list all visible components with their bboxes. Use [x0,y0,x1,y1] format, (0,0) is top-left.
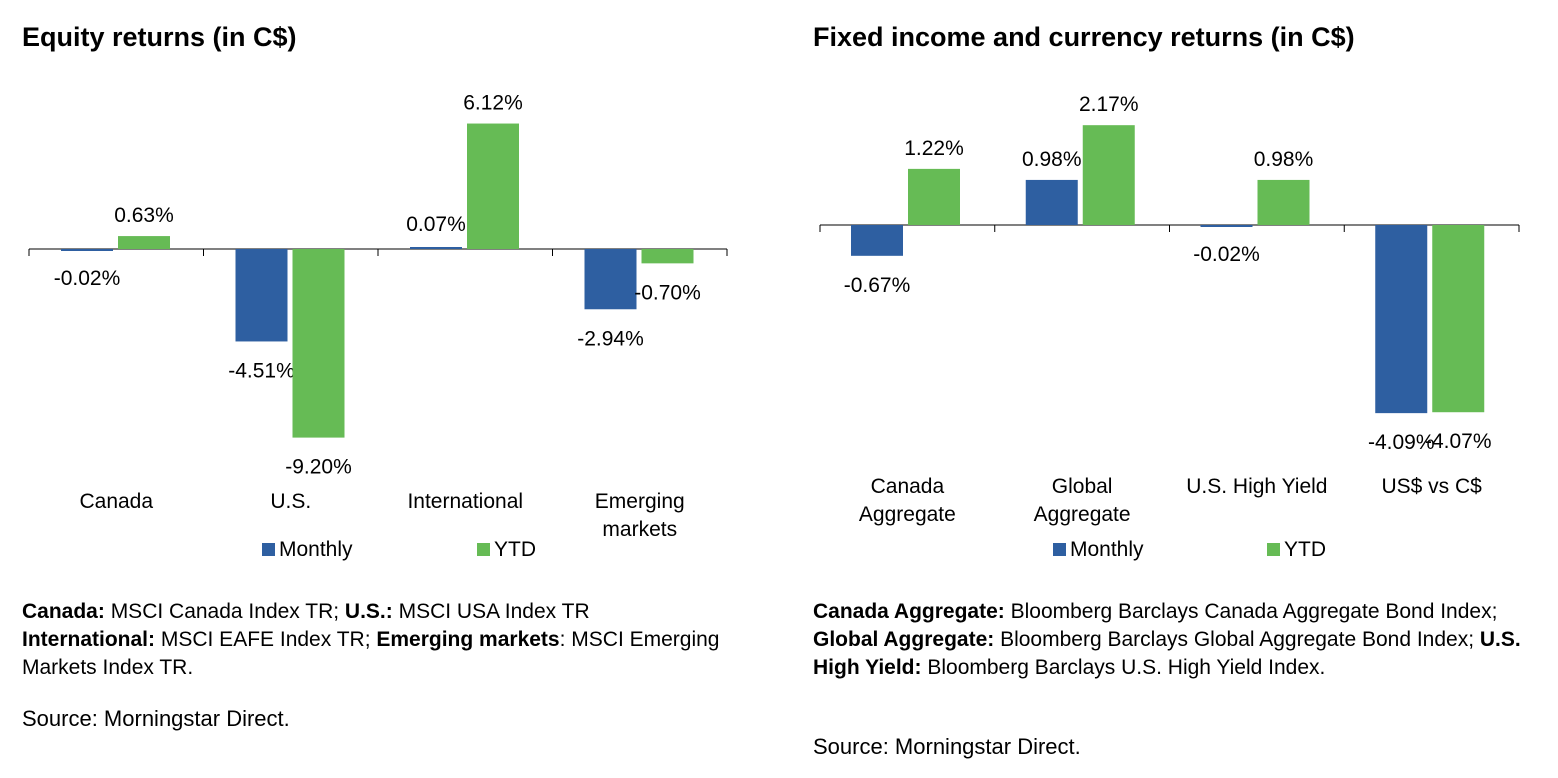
bar-ytd-2 [467,123,519,249]
note-label: U.S. High Yield: [813,628,1521,679]
note-text: MSCI Canada Index TR; [104,600,345,623]
category-label-0: Canada [871,475,945,498]
bar-ytd-2 [1257,179,1310,225]
note-label: Canada: [22,600,105,623]
data-label-ytd-0: 1.22% [904,137,964,160]
bar-ytd-1 [292,249,345,438]
category-label-2: International [407,490,523,513]
bar-monthly-1 [1025,179,1078,225]
bar-monthly-2 [1200,225,1253,227]
category-label-3: US$ vs C$ [1381,475,1482,498]
fixed-income-source: Source: Morningstar Direct. [813,734,1081,759]
bar-ytd-0 [118,236,170,249]
category-label-3: Emerging [595,490,685,513]
data-label-monthly-0: -0.67% [844,274,911,297]
legend-label-ytd: YTD [1284,538,1326,561]
legend-swatch-monthly [262,543,275,556]
data-label-monthly-1: 0.98% [1022,148,1082,171]
bar-monthly-2 [410,247,462,249]
data-label-ytd-3: -0.70% [634,281,701,304]
category-label-1: Global [1052,475,1113,498]
data-label-monthly-0: -0.02% [54,267,121,290]
legend-label-ytd: YTD [494,538,536,561]
note-text: : MSCI Emerging Markets Index TR. [22,628,720,679]
data-label-monthly-1: -4.51% [228,359,295,382]
equity-chart-title: Equity returns (in C$) [22,22,297,52]
data-label-ytd-3: -4.07% [1425,430,1492,453]
note-label: U.S.: [344,600,393,623]
data-label-monthly-3: -4.09% [1368,431,1435,454]
bar-monthly-0 [851,225,903,256]
note-text: MSCI USA Index TR [392,600,590,623]
data-label-ytd-2: 0.98% [1254,148,1314,171]
category-label-1: Aggregate [1034,503,1131,526]
note-label: Global Aggregate: [813,628,995,651]
data-label-ytd-1: 2.17% [1079,93,1139,116]
category-label-0: Canada [79,490,153,513]
fixed-income-chart-title: Fixed income and currency returns (in C$… [813,22,1355,52]
bar-monthly-3 [584,249,637,310]
category-label-0: Aggregate [859,503,956,526]
fixed-income-returns-chart: -0.67% 1.22% Canada Aggregate 0.98% 2.17% Glob… [819,93,1520,561]
data-label-monthly-2: 0.07% [406,213,466,236]
data-label-monthly-3: -2.94% [577,327,644,350]
note-text: Bloomberg Barclays U.S. High Yield Index… [921,656,1326,679]
equity-index-notes: Canada: MSCI Canada Index TR; U.S.: MSCI… [22,598,742,682]
note-text: Bloomberg Barclays Canada Aggregate Bond… [1004,600,1498,623]
legend-label-monthly: Monthly [279,538,353,561]
bar-ytd-1 [1082,125,1135,225]
bar-monthly-3 [1375,225,1428,414]
bar-ytd-0 [908,168,960,225]
fixed-income-index-notes: Canada Aggregate: Bloomberg Barclays Can… [813,598,1548,682]
data-label-ytd-2: 6.12% [463,92,523,115]
note-label: Emerging markets [376,628,560,651]
note-text: Bloomberg Barclays Global Aggregate Bond… [994,628,1480,651]
note-label: Canada Aggregate: [813,600,1005,623]
category-label-1: U.S. [270,490,311,513]
note-label: International: [22,628,156,651]
data-label-ytd-1: -9.20% [285,456,352,479]
data-label-ytd-0: 0.63% [114,204,174,227]
category-label-2: U.S. High Yield [1186,475,1327,498]
legend-swatch-monthly [1053,543,1066,556]
data-label-monthly-2: -0.02% [1193,243,1260,266]
bar-monthly-1 [235,249,288,342]
bar-monthly-0 [61,249,113,251]
legend-swatch-ytd [1267,543,1280,556]
bar-ytd-3 [1432,225,1485,413]
bar-ytd-3 [641,249,694,264]
category-label-3: markets [602,518,677,541]
note-text: MSCI EAFE Index TR; [155,628,377,651]
equity-source: Source: Morningstar Direct. [22,706,290,731]
legend-label-monthly: Monthly [1070,538,1144,561]
legend-swatch-ytd [477,543,490,556]
equity-returns-chart: -0.02% 0.63% Canada -4.51% -9.20% U.S. 0.07% 6.… [28,92,728,561]
